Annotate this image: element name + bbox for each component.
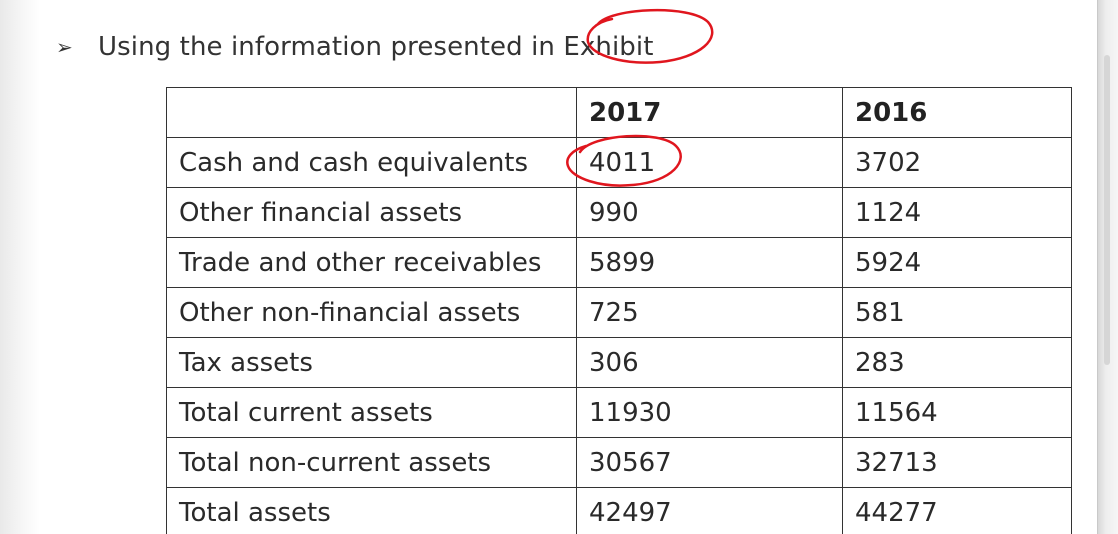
table-row: Trade and other receivables 5899 5924 xyxy=(166,237,1072,288)
table-row: Total assets 42497 44277 xyxy=(166,487,1072,534)
header-cell-2017: 2017 xyxy=(576,87,843,138)
table-row: Other financial assets 990 1124 xyxy=(166,187,1072,238)
value-2016: 581 xyxy=(842,287,1072,338)
value-2016: 11564 xyxy=(842,387,1072,438)
row-label: Tax assets xyxy=(166,337,577,388)
row-label: Trade and other receivables xyxy=(166,237,577,288)
table-row: Total non-current assets 30567 32713 xyxy=(166,437,1072,488)
arrow-bullet-icon: ➢ xyxy=(56,35,73,59)
value-2016: 32713 xyxy=(842,437,1072,488)
header-cell-label xyxy=(166,87,577,138)
value-2017: 30567 xyxy=(576,437,843,488)
value-2017: 11930 xyxy=(576,387,843,438)
bullet-point: ➢ Using the information presented in Exh… xyxy=(56,26,654,68)
table-header-row: 2017 2016 xyxy=(166,87,1072,138)
scrollbar[interactable] xyxy=(1097,0,1118,534)
value-2017: 42497 xyxy=(576,487,843,534)
left-margin-shade xyxy=(0,0,40,534)
row-label: Cash and cash equivalents xyxy=(166,137,577,188)
row-label: Other non-financial assets xyxy=(166,287,577,338)
value-2016: 283 xyxy=(842,337,1072,388)
value-2017: 4011 xyxy=(576,137,843,188)
value-2017: 990 xyxy=(576,187,843,238)
exhibit-table: 2017 2016 Cash and cash equivalents 4011… xyxy=(166,87,1072,534)
table-row: Other non-financial assets 725 581 xyxy=(166,287,1072,338)
value-2017: 725 xyxy=(576,287,843,338)
header-cell-2016: 2016 xyxy=(842,87,1072,138)
bullet-text: Using the information presented in Exhib… xyxy=(98,32,654,62)
table-row: Total current assets 11930 11564 xyxy=(166,387,1072,438)
value-2016: 5924 xyxy=(842,237,1072,288)
value-2016: 1124 xyxy=(842,187,1072,238)
row-label: Total assets xyxy=(166,487,577,534)
scrollbar-thumb[interactable] xyxy=(1104,55,1110,365)
row-label: Total non-current assets xyxy=(166,437,577,488)
value-2016: 44277 xyxy=(842,487,1072,534)
table-row: Tax assets 306 283 xyxy=(166,337,1072,388)
row-label: Total current assets xyxy=(166,387,577,438)
value-2016: 3702 xyxy=(842,137,1072,188)
table-row: Cash and cash equivalents 4011 3702 xyxy=(166,137,1072,188)
value-2017: 306 xyxy=(576,337,843,388)
row-label: Other financial assets xyxy=(166,187,577,238)
value-2017: 5899 xyxy=(576,237,843,288)
